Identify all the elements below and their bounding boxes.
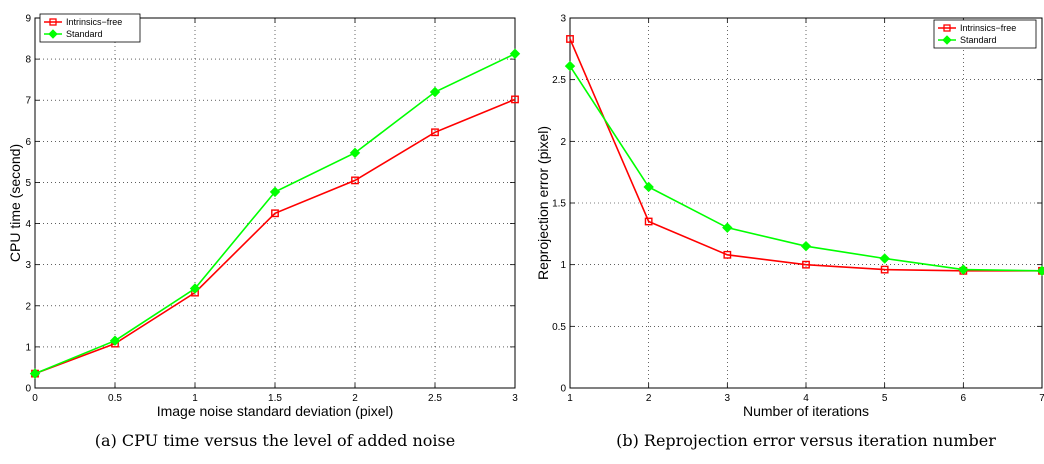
y-axis-label: CPU time (second) — [7, 144, 23, 262]
x-tick-label: 5 — [882, 393, 888, 404]
x-tick-label: 1 — [567, 393, 573, 404]
data-point — [109, 335, 121, 346]
legend-marker — [943, 24, 951, 32]
legend-label: Intrinsics−free — [960, 23, 1016, 33]
chart-a: 0 0.5 1 1.5 2 2.5 3 0 1 2 3 4 5 6 7 8 9 Intrinsics−free St… — [7, 13, 521, 450]
y-tick-label: 0.5 — [552, 322, 566, 333]
data-point — [723, 250, 732, 259]
plot-frame — [569, 17, 1043, 389]
data-point — [564, 60, 576, 72]
x-tick-label: 1.5 — [268, 393, 282, 404]
legend-item: Intrinsics−free — [938, 23, 1016, 33]
y-tick-label: 2 — [25, 301, 31, 312]
y-tick-label: 3 — [25, 260, 31, 271]
x-axis-label: Image noise standard deviation (pixel) — [157, 403, 394, 419]
data-point — [29, 368, 41, 379]
data-point — [958, 264, 969, 275]
x-tick-label: 3 — [725, 393, 731, 404]
legend-label: Standard — [66, 29, 103, 39]
legend: Intrinsics−free Standard — [933, 19, 1037, 49]
y-tick-label: 0 — [560, 384, 566, 395]
y-tick-label: 6 — [25, 137, 31, 148]
figure-caption: (b) Reprojection error versus iteration … — [616, 431, 996, 450]
data-point — [349, 147, 361, 159]
data-point — [429, 86, 441, 98]
data-point — [351, 176, 359, 185]
legend-marker — [48, 29, 58, 39]
x-tick-label: 7 — [1039, 393, 1044, 404]
y-tick-label: 0 — [25, 384, 31, 395]
y-axis-label: Reprojection error (pixel) — [535, 126, 551, 280]
figure-caption: (a) CPU time versus the level of added n… — [95, 431, 455, 450]
x-tick-label: 2 — [646, 393, 652, 404]
legend-marker — [942, 35, 952, 45]
x-tick-label: 0.5 — [108, 393, 122, 404]
legend-box — [39, 13, 141, 43]
x-tick-label: 1 — [192, 393, 198, 404]
legend-label: Intrinsics−free — [66, 17, 122, 27]
x-tick-label: 2.5 — [428, 393, 442, 404]
y-tick-label: 2 — [560, 137, 566, 148]
data-point — [269, 186, 281, 198]
legend-box — [933, 19, 1037, 49]
data-point — [509, 48, 521, 59]
y-tick-label: 4 — [25, 219, 31, 230]
data-point — [271, 209, 279, 218]
y-tick-label: 2.5 — [552, 75, 566, 86]
y-tick-label: 1 — [560, 260, 566, 271]
x-tick-label: 0 — [32, 393, 38, 404]
chart-b: 1 2 3 4 5 6 7 0 0.5 1 1.5 2 2.5 3 Intrinsics−free Stand… — [535, 14, 1044, 450]
legend-item: Standard — [44, 29, 103, 39]
data-point — [566, 35, 574, 43]
data-point — [511, 95, 519, 104]
legend-item: Intrinsics−free — [44, 17, 122, 27]
y-tick-label: 1 — [25, 342, 31, 353]
legend-marker — [49, 18, 57, 26]
legend: Intrinsics−free Standard — [39, 13, 141, 43]
series-standard — [564, 60, 1044, 277]
y-tick-label: 9 — [25, 14, 31, 25]
data-point — [800, 240, 812, 252]
data-point — [189, 283, 201, 294]
x-tick-label: 2 — [352, 393, 358, 404]
data-point — [879, 253, 890, 264]
grid — [35, 18, 515, 388]
data-point — [644, 217, 653, 226]
x-tick-label: 3 — [512, 393, 518, 404]
series-standard — [29, 48, 521, 379]
x-tick-label: 4 — [803, 393, 809, 404]
y-tick-label: 3 — [560, 14, 566, 25]
data-point — [643, 181, 654, 193]
y-tick-label: 7 — [25, 96, 31, 107]
data-point — [802, 260, 810, 269]
x-axis-label: Number of iterations — [743, 403, 869, 419]
y-tick-label: 5 — [25, 178, 31, 189]
plot-frame — [34, 17, 516, 389]
data-point — [431, 128, 439, 137]
data-point — [1036, 265, 1044, 277]
y-tick-label: 1.5 — [552, 199, 566, 210]
y-tick-label: 8 — [25, 55, 31, 66]
data-point — [722, 222, 733, 233]
legend-label: Standard — [960, 35, 997, 45]
x-tick-label: 6 — [961, 393, 967, 404]
legend-item: Standard — [938, 35, 997, 45]
data-point — [880, 265, 889, 274]
